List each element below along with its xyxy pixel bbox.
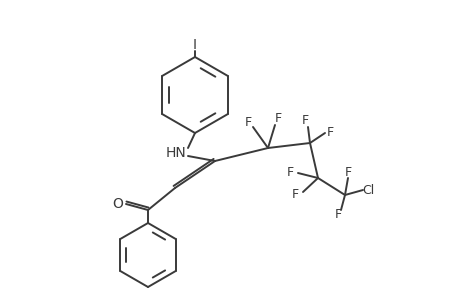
Text: F: F: [274, 112, 281, 124]
Text: F: F: [244, 116, 251, 128]
Text: F: F: [344, 166, 351, 178]
Text: HN: HN: [165, 146, 186, 160]
Text: F: F: [326, 127, 333, 140]
Text: F: F: [334, 208, 341, 221]
Text: O: O: [112, 197, 123, 211]
Text: F: F: [301, 113, 308, 127]
Text: I: I: [193, 38, 196, 52]
Text: F: F: [286, 167, 293, 179]
Text: F: F: [291, 188, 298, 202]
Text: Cl: Cl: [361, 184, 373, 196]
